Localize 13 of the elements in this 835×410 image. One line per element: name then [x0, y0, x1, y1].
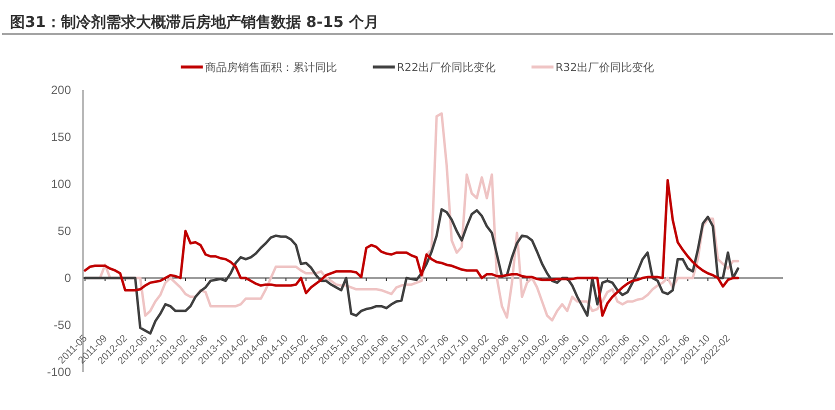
y-tick-label: 0 [64, 270, 72, 285]
legend-label: R32出厂价同比变化 [556, 61, 654, 74]
y-tick-label: -50 [54, 318, 72, 332]
line-series [84, 178, 740, 317]
chart-title: 图31：制冷剂需求大概滞后房地产销售数据 8-15 个月 [10, 13, 379, 31]
y-tick-label: 50 [58, 224, 72, 238]
y-tick-label: 200 [50, 82, 72, 97]
legend-label: R22出厂价同比变化 [396, 61, 496, 74]
y-tick-label: -100 [46, 364, 72, 379]
y-tick-label: 100 [50, 176, 72, 191]
y-tick-label: 150 [50, 130, 72, 144]
line-series [84, 208, 740, 335]
legend-label: 商品房销售面积：累计同比 [204, 61, 337, 74]
